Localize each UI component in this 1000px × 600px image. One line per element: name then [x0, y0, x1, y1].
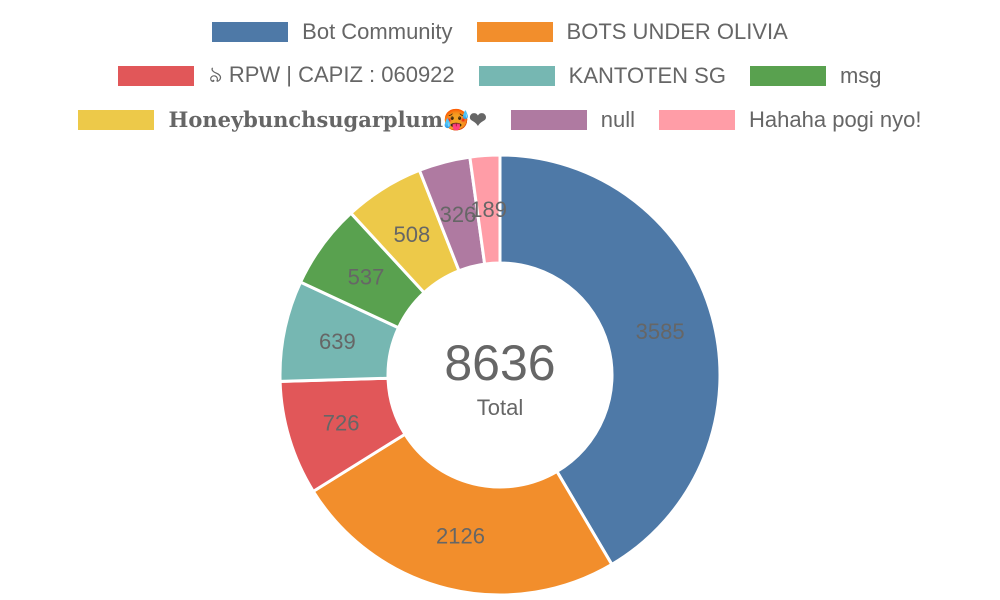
legend-row-3: 𝐇𝐨𝐧𝐞𝐲𝐛𝐮𝐧𝐜𝐡𝐬𝐮𝐠𝐚𝐫𝐩𝐥𝐮𝐦🥵❤ null Hahaha pogi n… — [0, 105, 1000, 135]
doughnut-slice[interactable] — [468, 153, 502, 266]
slice-value-label: 326 — [440, 202, 477, 227]
legend-swatch — [749, 66, 826, 86]
legend-item-honeybunchsugarplum[interactable]: 𝐇𝐨𝐧𝐞𝐲𝐛𝐮𝐧𝐜𝐡𝐬𝐮𝐠𝐚𝐫𝐩𝐥𝐮𝐦🥵❤ — [78, 107, 487, 133]
slice-value-label: 2126 — [436, 524, 485, 549]
legend-swatch — [212, 22, 289, 42]
legend-item-msg[interactable]: msg — [749, 63, 882, 89]
slice-value-label: 639 — [319, 329, 356, 354]
slice-value-label: 508 — [394, 222, 431, 247]
legend-swatch — [510, 110, 587, 130]
legend-swatch — [476, 22, 553, 42]
center-total-value: 8636 — [444, 335, 555, 391]
legend-item-bot-community[interactable]: Bot Community — [212, 19, 453, 45]
slice-value-label: 3585 — [636, 319, 685, 344]
legend-item-rpw-capiz[interactable]: ৯ RPW | CAPIZ : 060922 — [118, 58, 455, 95]
legend-swatch — [118, 66, 195, 86]
center-total-caption: Total — [477, 395, 523, 420]
legend-label: 𝐇𝐨𝐧𝐞𝐲𝐛𝐮𝐧𝐜𝐡𝐬𝐮𝐠𝐚𝐫𝐩𝐥𝐮𝐦🥵❤ — [168, 107, 487, 132]
legend-label: BOTS UNDER OLIVIA — [566, 19, 788, 44]
legend-label: ৯ RPW | CAPIZ : 060922 — [208, 61, 455, 87]
slice-value-label: 189 — [470, 197, 507, 222]
legend-label: msg — [839, 63, 882, 88]
legend-label: KANTOTEN SG — [568, 63, 726, 88]
legend-swatch — [78, 110, 155, 130]
legend-item-kantoten-sg[interactable]: KANTOTEN SG — [478, 63, 726, 89]
legend-row-2: ৯ RPW | CAPIZ : 060922 KANTOTEN SG msg — [0, 61, 1000, 91]
doughnut-slices — [278, 153, 722, 597]
legend-row-1: Bot Community BOTS UNDER OLIVIA — [0, 17, 1000, 47]
legend-label: null — [600, 107, 636, 132]
legend-item-null[interactable]: null — [510, 107, 636, 133]
legend-label: Hahaha pogi nyo! — [749, 107, 922, 132]
legend-item-hahaha-pogi-nyo[interactable]: Hahaha pogi nyo! — [659, 107, 922, 133]
doughnut-slice[interactable] — [311, 432, 614, 597]
slice-value-label: 537 — [348, 265, 385, 290]
legend-swatch — [659, 110, 736, 130]
legend-swatch — [478, 66, 555, 86]
doughnut-slice[interactable] — [498, 153, 722, 567]
slice-value-label: 726 — [323, 410, 360, 435]
legend-item-bots-under-olivia[interactable]: BOTS UNDER OLIVIA — [476, 19, 788, 45]
legend-label: Bot Community — [302, 19, 453, 44]
